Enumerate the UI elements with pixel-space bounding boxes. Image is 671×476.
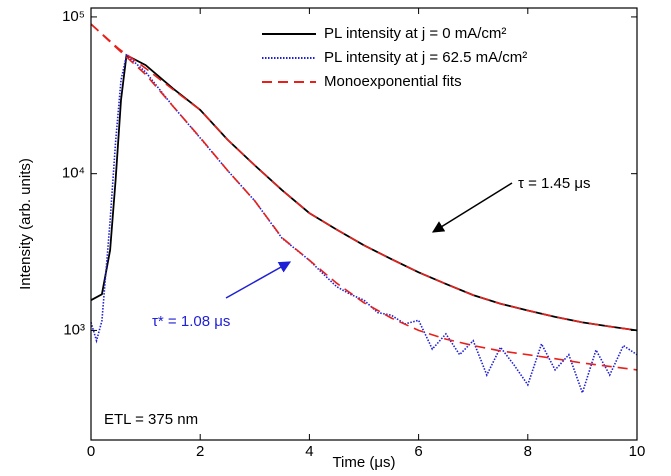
arrow <box>431 182 513 233</box>
legend-label: PL intensity at j = 0 mA/cm² <box>324 25 506 42</box>
annotation: τ = 1.45 μs <box>518 175 591 192</box>
x-axis-label: Time (μs) <box>332 454 395 471</box>
legend: PL intensity at j = 0 mA/cm² PL intensity… <box>262 25 527 90</box>
annotation: τ* = 1.08 μs <box>152 313 230 330</box>
annotation: ETL = 375 nm <box>104 411 198 428</box>
data-line <box>90 53 638 396</box>
arrow <box>225 261 292 299</box>
x-tick-label: 8 <box>524 443 532 460</box>
plot-area <box>90 23 638 396</box>
y-tick-label: 10⁵ <box>62 8 85 25</box>
data-line <box>90 53 638 332</box>
y-tick-label: 10³ <box>63 321 85 338</box>
data-line <box>90 23 638 332</box>
legend-label: Monoexponential fits <box>324 73 462 90</box>
x-tick-label: 2 <box>196 443 204 460</box>
y-axis-label: Intensity (arb. units) <box>17 158 34 290</box>
x-tick-label: 6 <box>414 443 422 460</box>
y-tick-label: 10⁴ <box>62 165 85 182</box>
x-tick-label: 0 <box>87 443 95 460</box>
x-tick-label: 4 <box>305 443 313 460</box>
legend-label: PL intensity at j = 62.5 mA/cm² <box>324 49 527 66</box>
plot-frame <box>90 7 638 441</box>
data-line <box>90 23 638 371</box>
x-tick-label: 10 <box>629 443 646 460</box>
